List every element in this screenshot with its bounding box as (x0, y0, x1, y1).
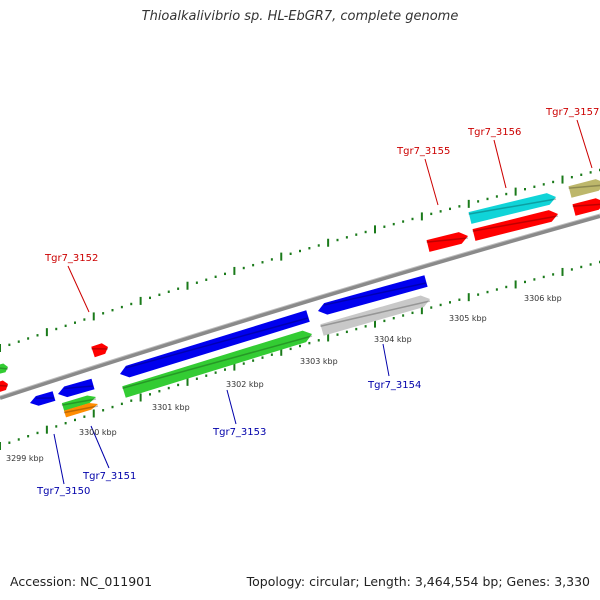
gene-arrow-gray-3154 (320, 295, 430, 336)
leader-3151 (90, 425, 110, 469)
gene-arrow-orange-shadow (63, 405, 99, 414)
genome-backbone (0, 213, 600, 400)
backbone-highlight (0, 213, 600, 397)
gene-arrow-red-3155 (426, 232, 468, 252)
gene-arrow-olive (568, 179, 600, 198)
inner-tick-track (0, 260, 600, 450)
gene-arrow-green-3153 (122, 330, 312, 398)
gene-label-tgr7-3150[interactable]: Tgr7_3150 (36, 486, 90, 497)
accession-text: Accession: NC_011901 (10, 574, 153, 589)
gene-arrow-green-3151 (61, 395, 96, 411)
gene-arrow-blue-3154-shadow (323, 282, 427, 306)
leader-3152 (67, 265, 90, 313)
leader-3153 (226, 389, 237, 425)
label-leader-lines (53, 119, 593, 485)
gene-arrow-red-left (0, 380, 8, 392)
gene-arrow-blue-3153-shadow (125, 317, 309, 369)
gene-arrow-cyan (468, 193, 556, 224)
kbp-label-3304: 3304 kbp (374, 335, 412, 344)
kbp-label-3301: 3301 kbp (152, 403, 190, 412)
gene-arrow-blue-3153 (120, 310, 310, 378)
leader-3154 (382, 343, 390, 377)
gene-arrow-green-3151-shadow (61, 398, 97, 406)
gene-label-tgr7-3157[interactable]: Tgr7_3157 (545, 107, 599, 118)
gene-arrow-blue-3154 (318, 275, 428, 315)
gene-label-tgr7-3152[interactable]: Tgr7_3152 (44, 253, 98, 264)
gene-arrow-green-3153-shadow (122, 335, 313, 389)
gene-arrow-cyan-shadow (468, 198, 557, 215)
gene-arrow-red-3155-shadow (426, 237, 469, 243)
gene-arrow-gray-3154-shadow (320, 300, 431, 327)
kbp-label-3306: 3306 kbp (524, 294, 562, 303)
gene-label-tgr7-3153[interactable]: Tgr7_3153 (212, 427, 266, 438)
gene-arrow-orange (63, 402, 98, 418)
gene-features (0, 179, 600, 418)
gene-arrow-red-left-shadow (0, 384, 9, 387)
topology-text: Topology: circular; Length: 3,464,554 bp… (246, 574, 590, 589)
kbp-label-3305: 3305 kbp (449, 314, 487, 323)
leader-3157 (576, 119, 593, 169)
gene-arrow-red-3152 (91, 343, 108, 358)
kbp-label-3299: 3299 kbp (6, 454, 44, 463)
gene-arrow-olive-shadow (568, 184, 600, 189)
kbp-label-3303: 3303 kbp (300, 357, 338, 366)
kbp-label-3302: 3302 kbp (226, 380, 264, 389)
gene-label-tgr7-3154[interactable]: Tgr7_3154 (367, 380, 421, 391)
gene-arrow-red-3157 (572, 198, 600, 216)
gene-label-tgr7-3156[interactable]: Tgr7_3156 (467, 127, 521, 138)
gene-arrow-blue-left (58, 378, 95, 398)
gene-arrow-green-left (0, 363, 8, 374)
gene-arrow-blue-left-shadow (64, 385, 94, 390)
gene-arrow-red-3156 (472, 210, 558, 241)
gene-arrow-blue-3150 (30, 391, 56, 406)
leader-3156 (493, 139, 507, 189)
leader-3155 (424, 158, 439, 206)
gene-label-tgr7-3151[interactable]: Tgr7_3151 (82, 471, 136, 482)
backbone-line (0, 214, 600, 400)
map-title: Thioalkalivibrio sp. HL-EbGR7, complete … (141, 9, 459, 24)
gene-label-tgr7-3155[interactable]: Tgr7_3155 (396, 146, 450, 157)
gene-arrow-red-3156-shadow (472, 215, 559, 232)
outer-tick-track (0, 168, 600, 352)
gene-arrow-green-left-shadow (0, 367, 9, 370)
kbp-label-3300: 3300 kbp (79, 428, 117, 437)
leader-3150 (53, 433, 65, 485)
